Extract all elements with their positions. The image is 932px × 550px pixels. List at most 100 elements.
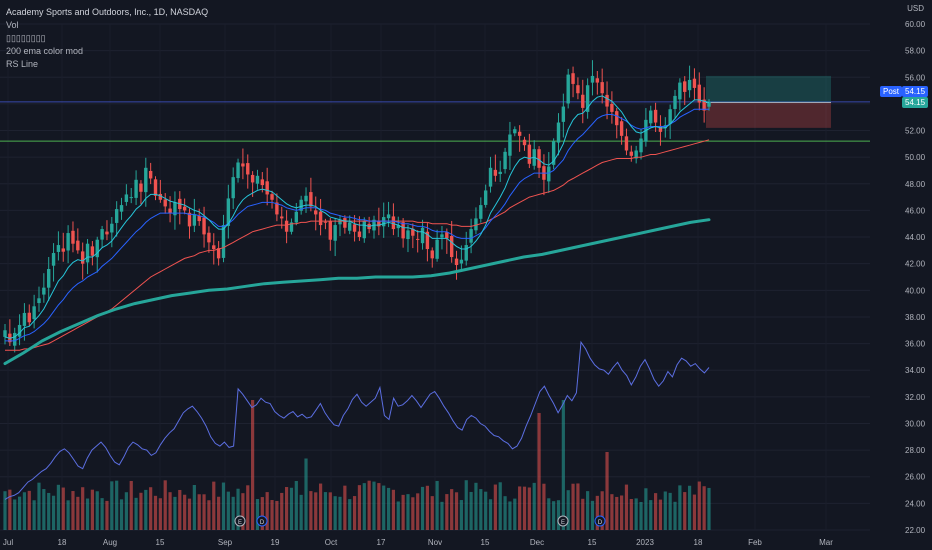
candle-body[interactable] [576, 85, 580, 94]
candle-body[interactable] [226, 198, 231, 226]
candle-body[interactable] [314, 210, 318, 215]
candle-body[interactable] [71, 230, 75, 244]
candle-body[interactable] [260, 179, 265, 186]
candle-body[interactable] [382, 217, 386, 227]
candle-body[interactable] [610, 103, 614, 112]
candle-body[interactable] [653, 109, 658, 123]
candle-body[interactable] [173, 202, 177, 216]
candle-body[interactable] [85, 243, 90, 263]
candle-body[interactable] [673, 95, 677, 109]
candle-body[interactable] [469, 229, 473, 243]
candle-body[interactable] [357, 231, 362, 238]
candle-body[interactable] [37, 298, 41, 304]
indicator-custom[interactable]: ▯▯▯▯▯▯▯▯ [6, 33, 46, 43]
candle-body[interactable] [348, 222, 352, 231]
candle-body[interactable] [144, 167, 148, 193]
candle-body[interactable] [517, 131, 522, 136]
candle-body[interactable] [246, 163, 250, 175]
candle-body[interactable] [377, 221, 381, 227]
candle-body[interactable] [148, 170, 153, 179]
candle-body[interactable] [386, 214, 391, 219]
candle-body[interactable] [250, 174, 255, 183]
earnings-marker[interactable] [256, 515, 268, 527]
candle-body[interactable] [561, 106, 566, 122]
candle-body[interactable] [449, 235, 454, 258]
candle-body[interactable] [605, 94, 609, 107]
candle-body[interactable] [289, 222, 294, 232]
candle-body[interactable] [551, 141, 556, 165]
candle-body[interactable] [445, 232, 449, 239]
candle-body[interactable] [105, 231, 109, 235]
candle-body[interactable] [304, 195, 308, 202]
candle-body[interactable] [615, 111, 619, 126]
candle-body[interactable] [241, 163, 245, 167]
candle-body[interactable] [585, 85, 590, 112]
candles[interactable] [3, 60, 711, 353]
candle-body[interactable] [158, 193, 163, 200]
candle-body[interactable] [13, 332, 17, 346]
candle-body[interactable] [22, 312, 27, 326]
position-target-zone[interactable] [706, 75, 831, 103]
candle-body[interactable] [619, 121, 624, 136]
candle-body[interactable] [420, 227, 425, 244]
candle-body[interactable] [221, 225, 226, 258]
candle-body[interactable] [513, 129, 517, 134]
candle-body[interactable] [3, 330, 7, 337]
candle-body[interactable] [687, 79, 692, 91]
candle-body[interactable] [90, 246, 95, 256]
candle-body[interactable] [17, 324, 22, 337]
candle-body[interactable] [42, 287, 46, 295]
candle-body[interactable] [328, 221, 332, 240]
candle-body[interactable] [265, 181, 269, 195]
candle-body[interactable] [114, 209, 119, 223]
candle-body[interactable] [600, 82, 604, 94]
candle-body[interactable] [61, 248, 65, 252]
candle-body[interactable] [76, 240, 80, 251]
candle-body[interactable] [707, 101, 711, 107]
candle-body[interactable] [522, 139, 527, 146]
candle-body[interactable] [683, 81, 687, 92]
candle-body[interactable] [624, 136, 629, 151]
candle-body[interactable] [479, 205, 483, 219]
candle-body[interactable] [352, 224, 357, 232]
candle-body[interactable] [678, 82, 682, 100]
earnings-marker[interactable] [234, 515, 246, 527]
candle-body[interactable] [280, 216, 284, 219]
candle-body[interactable] [333, 225, 337, 241]
indicator-200-ema[interactable]: 200 ema color mod [6, 46, 84, 56]
candle-body[interactable] [483, 190, 488, 205]
candle-body[interactable] [163, 199, 167, 207]
candle-body[interactable] [401, 222, 405, 239]
candle-body[interactable] [32, 306, 36, 320]
candle-body[interactable] [435, 239, 439, 259]
earnings-marker[interactable] [557, 515, 569, 527]
candle-body[interactable] [212, 245, 216, 250]
candle-body[interactable] [275, 202, 279, 215]
candle-body[interactable] [415, 238, 420, 240]
candle-body[interactable] [581, 94, 585, 108]
candle-body[interactable] [56, 245, 61, 252]
candle-body[interactable] [66, 233, 70, 251]
candle-body[interactable] [284, 220, 289, 232]
candle-body[interactable] [474, 218, 478, 231]
earnings-marker[interactable] [594, 515, 606, 527]
candle-body[interactable] [537, 149, 541, 168]
candle-body[interactable] [110, 223, 114, 233]
candle-body[interactable] [192, 214, 197, 226]
candle-body[interactable] [207, 232, 211, 243]
candle-body[interactable] [692, 78, 697, 88]
candle-body[interactable] [668, 109, 672, 125]
candle-body[interactable] [508, 134, 512, 156]
candle-body[interactable] [299, 199, 303, 211]
symbol-title[interactable]: Academy Sports and Outdoors, Inc., 1D, N… [6, 7, 209, 17]
candle-body[interactable] [129, 197, 133, 199]
time-axis[interactable]: Jul 18 Aug 15 Sep 19 Oct 17 Nov 15 Dec 15 2023 18 Feb M… [3, 538, 833, 547]
candle-body[interactable] [309, 192, 313, 207]
position-stop-zone[interactable] [706, 102, 831, 128]
candle-body[interactable] [46, 269, 51, 288]
candle-body[interactable] [323, 221, 328, 223]
candle-body[interactable] [362, 221, 366, 239]
candle-body[interactable] [702, 99, 706, 111]
candle-body[interactable] [498, 171, 502, 175]
